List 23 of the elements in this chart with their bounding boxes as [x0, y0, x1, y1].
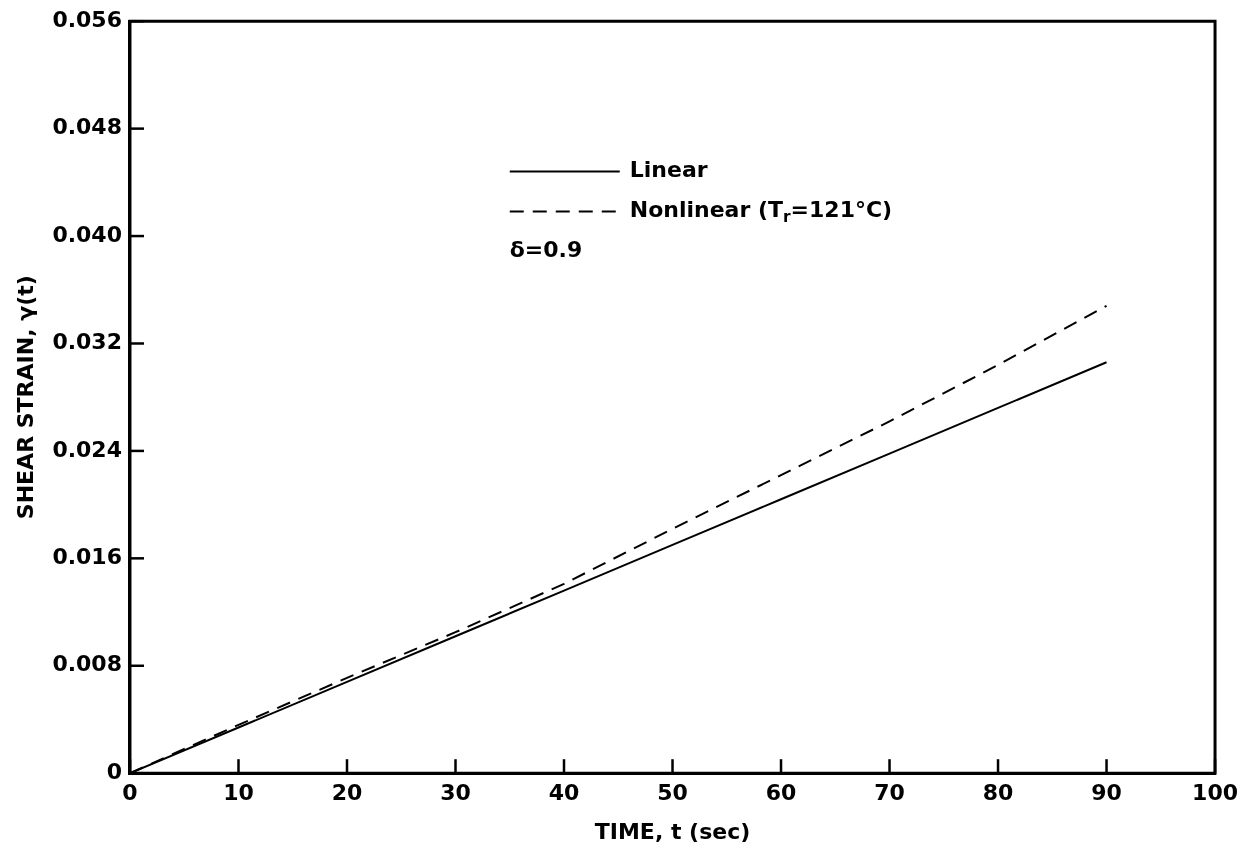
y-tick-label: 0.056: [52, 6, 122, 32]
x-tick-label: 40: [548, 780, 580, 806]
x-tick-label: 10: [223, 780, 254, 806]
x-tick-label: 100: [1192, 780, 1239, 806]
y-axis-title: SHEAR STRAIN, γ(t): [12, 275, 38, 520]
x-tick-label: 0: [122, 780, 138, 806]
y-tick-label: 0.040: [52, 221, 122, 247]
x-tick-label: 20: [331, 780, 363, 806]
x-tick-label: 80: [982, 780, 1014, 806]
annotation: δ=0.9: [509, 237, 583, 263]
x-tick-label: 60: [765, 780, 797, 806]
x-axis-title: TIME, t (sec): [594, 818, 751, 844]
y-tick-label: 0.032: [52, 329, 122, 355]
x-tick-label: 30: [440, 780, 471, 806]
y-tick-label: 0.008: [52, 651, 122, 677]
x-tick-label: 50: [657, 780, 688, 806]
x-tick-label: 90: [1091, 780, 1122, 806]
y-tick-label: 0: [106, 758, 122, 784]
y-tick-label: 0.024: [52, 436, 122, 462]
y-tick-label: 0.016: [52, 544, 122, 570]
y-tick-label: 0.048: [52, 114, 122, 140]
x-tick-label: 70: [874, 780, 905, 806]
legend-label: Linear: [629, 157, 708, 183]
